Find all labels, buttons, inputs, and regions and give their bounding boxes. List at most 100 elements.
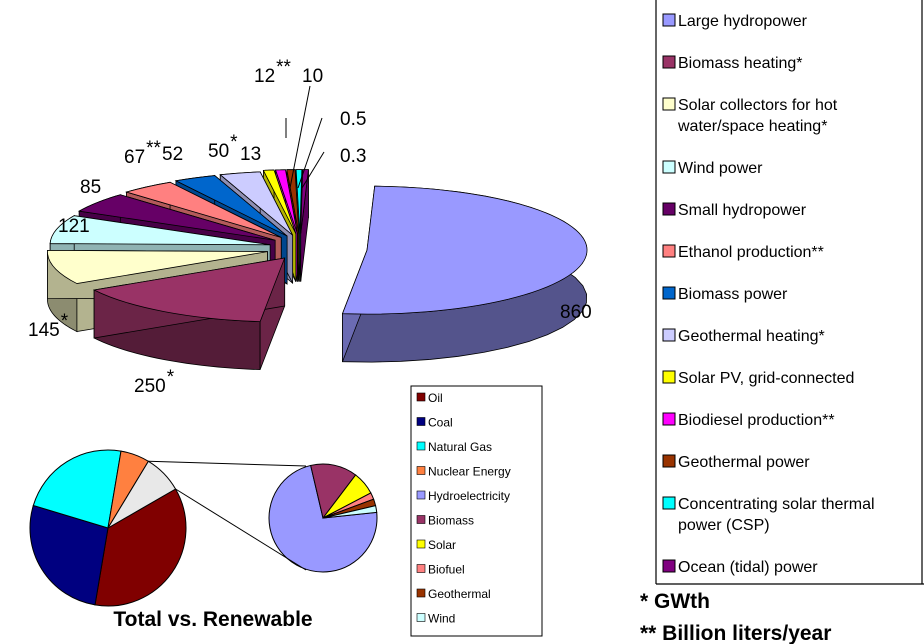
legend-label: Biomass heating*: [678, 55, 803, 72]
legend-label: Geothermal heating*: [678, 328, 825, 345]
legend-item-solar-collectors-for-hot-water-space-heating: Solar collectors for hot water/space heat…: [662, 97, 838, 135]
main-slice-oil: [94, 488, 187, 607]
value-label-solar-pv-grid-connected: 13: [240, 144, 261, 165]
legend-swatch: [662, 412, 676, 426]
total-vs-renewable-pie: [29, 449, 378, 607]
legend-swatch: [662, 286, 676, 300]
legend-label: Coal: [428, 416, 453, 430]
legend-label: Wind power: [678, 160, 763, 177]
legend-swatch: [416, 613, 426, 622]
legend-swatch: [416, 490, 426, 500]
legend-swatch: [662, 496, 676, 510]
leader-line: [289, 85, 311, 189]
value-label-wind-power: 121: [58, 216, 90, 237]
slice-large-hydropower: [341, 185, 588, 363]
note-gwth: * GWth: [640, 590, 710, 613]
legend-label: Geothermal power: [678, 454, 810, 471]
value-label-biomass-heating: 250: [134, 376, 166, 397]
legend-swatch: [416, 466, 426, 475]
legend-item-oil: Oil: [416, 391, 443, 405]
value-label-mark: **: [146, 138, 161, 159]
value-label-mark: **: [276, 57, 291, 78]
legend-item-natural-gas: Natural Gas: [416, 440, 492, 454]
slice-ocean-tidal-power: [300, 169, 309, 282]
legend-item-geothermal: Geothermal: [416, 587, 491, 601]
legend-swatch: [416, 392, 426, 402]
legend-label: Biofuel: [428, 563, 465, 577]
legend-label: Small hydropower: [678, 202, 807, 219]
legend-label: Natural Gas: [428, 440, 492, 454]
legend-swatch: [662, 97, 676, 111]
main-slice-natural-gas: [32, 449, 122, 529]
legend-item-biomass-heating: Biomass heating*: [662, 55, 803, 72]
connector-line: [148, 460, 307, 467]
legend-swatch: [662, 370, 676, 384]
legend-item-geothermal-power: Geothermal power: [662, 454, 810, 471]
legend-swatch: [416, 564, 426, 573]
legend-item-biodiesel-production: Biodiesel production**: [662, 412, 835, 429]
capacity-legend: Large hydropower Biomass heating* Solar co…: [655, 0, 924, 585]
legend-label: Concentrating solar thermal: [678, 496, 875, 513]
legend-label: Large hydropower: [678, 13, 808, 30]
legend-label: Wind: [428, 612, 455, 626]
note-billion-liters: ** Billion liters/year: [640, 622, 831, 644]
value-label-ocean-tidal-power: 0.3: [340, 146, 366, 167]
legend-label: Ocean (tidal) power: [678, 559, 818, 576]
legend-item-biofuel: Biofuel: [416, 563, 465, 577]
legend-item-coal: Coal: [416, 416, 453, 430]
legend-item-small-hydropower: Small hydropower: [662, 202, 807, 219]
value-label-mark: *: [230, 132, 238, 153]
legend-item-large-hydropower: Large hydropower: [662, 13, 808, 30]
legend-swatch: [416, 539, 426, 549]
value-label-solar-collectors-for-hot-water-space-heating: 145: [28, 320, 60, 341]
pie-of-pie-title: Total vs. Renewable: [113, 608, 312, 631]
legend-item-wind-power: Wind power: [662, 160, 763, 177]
legend-label: Solar: [428, 538, 456, 552]
legend-swatch: [416, 441, 426, 451]
legend-swatch: [416, 417, 426, 426]
legend-item-hydroelectricity: Hydroelectricity: [416, 489, 510, 503]
legend-swatch: [416, 515, 426, 524]
legend-label: Biomass: [428, 514, 474, 528]
legend-swatch: [662, 202, 676, 216]
legend-label: Solar PV, grid-connected: [678, 370, 854, 387]
value-label-small-hydropower: 85: [80, 177, 101, 198]
legend-label: Nuclear Energy: [428, 465, 511, 479]
legend-item-nuclear-energy: Nuclear Energy: [416, 465, 511, 479]
value-label-geothermal-power: 10: [302, 66, 323, 87]
legend-item-biomass-power: Biomass power: [662, 286, 788, 303]
legend-label: Biodiesel production**: [678, 412, 835, 429]
leader-line: [297, 117, 323, 189]
value-label-biomass-power: 52: [162, 144, 183, 165]
legend-item-wind: Wind: [416, 612, 455, 626]
legend-label: water/space heating*: [677, 118, 827, 135]
connector-line: [175, 488, 307, 571]
legend-item-ocean-tidal-power: Ocean (tidal) power: [662, 559, 818, 576]
detail-slice-wind: [322, 505, 378, 519]
value-label-biodiesel-production: 12: [254, 66, 275, 87]
legend-item-ethanol-production: Ethanol production**: [662, 244, 824, 261]
legend-item-geothermal-heating: Geothermal heating*: [662, 328, 825, 345]
slice-biomass-heating: [92, 257, 286, 371]
legend-item-concentrating-solar-thermal-power-csp: Concentrating solar thermal power (CSP): [662, 496, 875, 534]
legend-label: Biomass power: [678, 286, 788, 303]
legend-item-solar-pv-grid-connected: Solar PV, grid-connected: [662, 370, 854, 387]
main-slice-coal: [29, 504, 109, 606]
legend-item-solar: Solar: [416, 538, 456, 552]
value-label-mark: *: [167, 367, 175, 388]
legend-item-biomass: Biomass: [416, 514, 474, 528]
value-label-mark: *: [61, 311, 69, 332]
value-label-ethanol-production: 67: [124, 147, 145, 168]
value-label-geothermal-heating: 50: [208, 141, 229, 162]
legend-label: Oil: [428, 391, 443, 405]
value-label-large-hydropower: 860: [560, 302, 592, 323]
renewable-capacity-3d-pie: [47, 169, 588, 371]
legend-swatch: [662, 160, 676, 174]
legend-swatch: [662, 55, 676, 69]
legend-label: Ethanol production**: [678, 244, 824, 261]
legend-swatch: [662, 328, 676, 342]
value-label-concentrating-solar-thermal-power-csp: 0.5: [340, 109, 366, 130]
legend-swatch: [662, 454, 676, 468]
